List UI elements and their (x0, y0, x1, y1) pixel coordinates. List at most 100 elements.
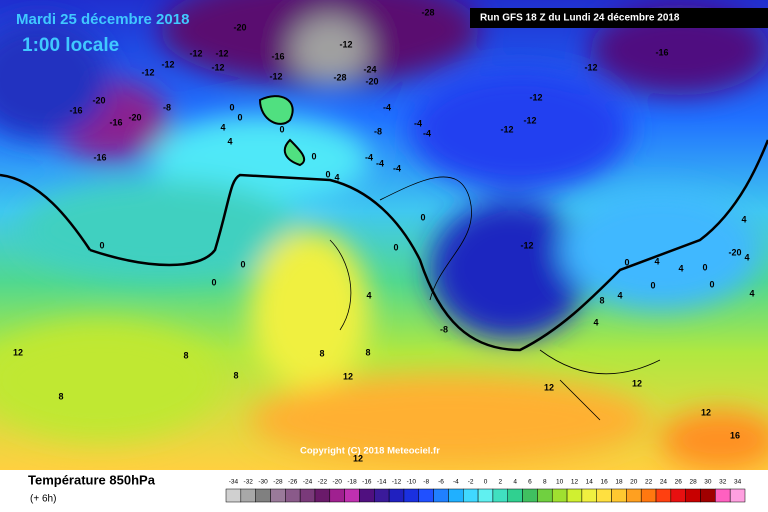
scale-swatch (655, 488, 672, 503)
contour-label: 12 (632, 378, 642, 388)
contour-label: 8 (233, 370, 238, 380)
scale-label: -8 (423, 479, 429, 486)
contour-label: -12 (215, 48, 228, 58)
contour-label: 0 (311, 151, 316, 161)
contour-label: 0 (229, 102, 234, 112)
contour-label: -4 (383, 102, 391, 112)
scale-label: -4 (453, 479, 459, 486)
contour-label: 4 (678, 263, 683, 273)
contour-label: -4 (393, 163, 401, 173)
scale-swatch (329, 488, 345, 503)
scale-swatch (477, 488, 494, 503)
scale-label: 12 (571, 479, 579, 486)
scale-swatch (240, 488, 256, 503)
contour-label: -12 (189, 48, 202, 58)
scale-swatch (299, 488, 316, 503)
run-box (470, 8, 768, 28)
scale-label: 2 (499, 479, 503, 486)
scale-swatch (596, 488, 612, 503)
scale-swatch (729, 488, 746, 503)
copyright: Copyright (C) 2018 Meteociel.fr (300, 446, 440, 457)
contour-label: 12 (701, 407, 711, 417)
scale-label: -14 (377, 479, 387, 486)
contour-label: 0 (650, 280, 655, 290)
scale-label: -18 (347, 479, 357, 486)
contour-label: -8 (163, 102, 171, 112)
scale-swatch (270, 488, 286, 503)
scale-label: 6 (528, 479, 532, 486)
contour-label: 4 (334, 172, 339, 182)
contour-label: -24 (363, 64, 376, 74)
scale-label: -2 (468, 479, 474, 486)
footer-title: Température 850hPa (28, 472, 156, 487)
scale-label: 28 (689, 479, 697, 486)
scale-label: 4 (513, 479, 517, 486)
scale-swatch (700, 488, 716, 503)
contour-label: 4 (744, 252, 749, 262)
contour-label: -12 (523, 115, 536, 125)
scale-swatch (581, 488, 597, 503)
scale-swatch (551, 488, 568, 503)
scale-label: -22 (318, 479, 328, 486)
scale-swatch (344, 488, 360, 503)
contour-label: 4 (227, 136, 232, 146)
contour-label: 12 (544, 382, 554, 392)
scale-label: -34 (229, 479, 239, 486)
contour-label: -12 (141, 67, 154, 77)
scale-label: -10 (407, 479, 417, 486)
contour-label: -12 (161, 59, 174, 69)
contour-label: 8 (183, 350, 188, 360)
scale-label: 34 (734, 479, 742, 486)
zero-isotherm (0, 173, 92, 251)
scale-swatch (670, 488, 686, 503)
contour-label: -12 (269, 71, 282, 81)
scale-label: 0 (484, 479, 488, 486)
scale-swatch (715, 488, 731, 503)
scale-label: 20 (630, 479, 638, 486)
scale-swatch (314, 488, 331, 503)
contour-label: 4 (220, 122, 225, 132)
scale-swatch (537, 488, 553, 503)
contour-label: -16 (93, 152, 106, 162)
contour-label: -12 (520, 240, 533, 250)
contour-label: 0 (279, 124, 284, 134)
scale-swatch (566, 488, 583, 503)
contour-label: -8 (374, 126, 382, 136)
date: Mardi 25 décembre 2018 (16, 11, 189, 28)
scale-label: -16 (362, 479, 372, 486)
contour-label: 8 (319, 348, 324, 358)
contour-label: -4 (376, 158, 384, 168)
contour-label: 8 (58, 391, 63, 401)
temperature-field (0, 0, 768, 470)
contour-label: -20 (233, 22, 246, 32)
scale-label: 14 (586, 479, 594, 486)
legend: -34 -32 -30 -28 -26 -24 -22 -20 -18 -16 -14 -12 -10-… (225, 479, 746, 503)
scale-label: 32 (719, 479, 727, 486)
contour-label: 0 (211, 277, 216, 287)
scale-swatch (611, 488, 627, 503)
scale-swatch (448, 488, 464, 503)
contour-label: -20 (728, 247, 741, 257)
scale-label: 10 (556, 479, 564, 486)
scale-swatch (285, 488, 301, 503)
scale-swatch (507, 488, 523, 503)
contour-label: 12 (353, 453, 363, 463)
contour-label: 0 (99, 240, 104, 250)
borders (329, 176, 661, 421)
scale-label: -30 (258, 479, 268, 486)
contour-label: 0 (237, 112, 242, 122)
contour-label: -20 (92, 95, 105, 105)
contour-label: 4 (593, 317, 598, 327)
scale-swatch (418, 488, 434, 503)
contour-label: 0 (624, 257, 629, 267)
run-info: Run GFS 18 Z du Lundi 24 décembre 2018 (480, 13, 680, 24)
scale-swatch (685, 488, 701, 503)
contour-label: -12 (339, 39, 352, 49)
scale-label: -24 (303, 479, 313, 486)
contour-label: 0 (325, 169, 330, 179)
contour-label: -20 (128, 112, 141, 122)
footer-subtitle: (+ 6h) (30, 494, 56, 505)
scale-swatch (463, 488, 479, 503)
